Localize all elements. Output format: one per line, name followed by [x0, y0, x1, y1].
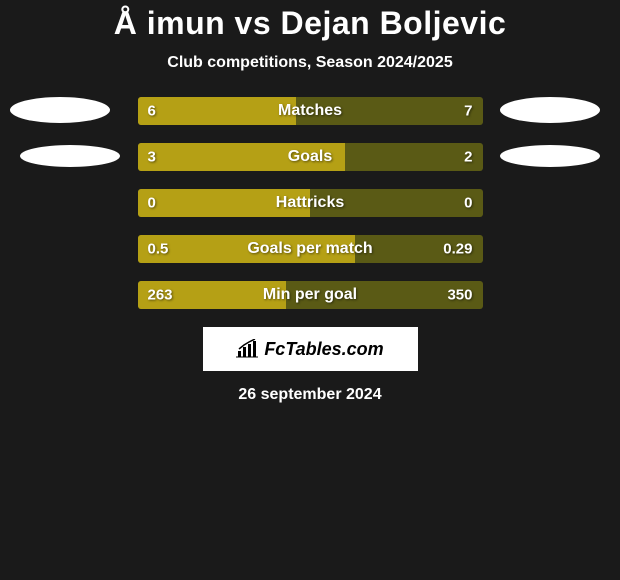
ellipse-decoration: [500, 97, 600, 123]
stat-value-left: 263: [148, 287, 173, 304]
stat-bar-left: [138, 97, 297, 125]
comparison-infographic: Å imun vs Dejan Boljevic Club competitio…: [0, 0, 620, 404]
stat-label: Goals per match: [247, 240, 372, 258]
stats-area: 6 Matches 7 3 Goals 2 0 Hattricks 0 0.5 …: [0, 97, 620, 309]
stat-label: Matches: [278, 102, 342, 120]
chart-icon: [236, 339, 260, 359]
stat-row: 0.5 Goals per match 0.29: [138, 235, 483, 263]
logo-text: FcTables.com: [264, 339, 383, 360]
stat-value-left: 3: [148, 149, 156, 166]
stats-bars: 6 Matches 7 3 Goals 2 0 Hattricks 0 0.5 …: [138, 97, 483, 309]
logo-box: FcTables.com: [203, 327, 418, 371]
stat-row: 3 Goals 2: [138, 143, 483, 171]
stat-row: 263 Min per goal 350: [138, 281, 483, 309]
ellipse-decoration: [500, 145, 600, 167]
player-left-avatars: [10, 97, 120, 189]
stat-value-left: 0: [148, 195, 156, 212]
comparison-subtitle: Club competitions, Season 2024/2025: [0, 54, 620, 72]
comparison-title: Å imun vs Dejan Boljevic: [0, 5, 620, 42]
ellipse-decoration: [10, 97, 110, 123]
stat-value-right: 0: [464, 195, 472, 212]
stat-value-left: 0.5: [148, 241, 169, 258]
stat-value-right: 7: [464, 103, 472, 120]
stat-value-right: 2: [464, 149, 472, 166]
stat-row: 0 Hattricks 0: [138, 189, 483, 217]
stat-label: Min per goal: [263, 286, 357, 304]
player-right-avatars: [500, 97, 610, 189]
stat-value-right: 0.29: [443, 241, 472, 258]
stat-value-left: 6: [148, 103, 156, 120]
date-text: 26 september 2024: [0, 386, 620, 404]
stat-row: 6 Matches 7: [138, 97, 483, 125]
stat-value-right: 350: [447, 287, 472, 304]
ellipse-decoration: [20, 145, 120, 167]
stat-label: Hattricks: [276, 194, 344, 212]
logo-content: FcTables.com: [236, 339, 383, 360]
stat-label: Goals: [288, 148, 332, 166]
